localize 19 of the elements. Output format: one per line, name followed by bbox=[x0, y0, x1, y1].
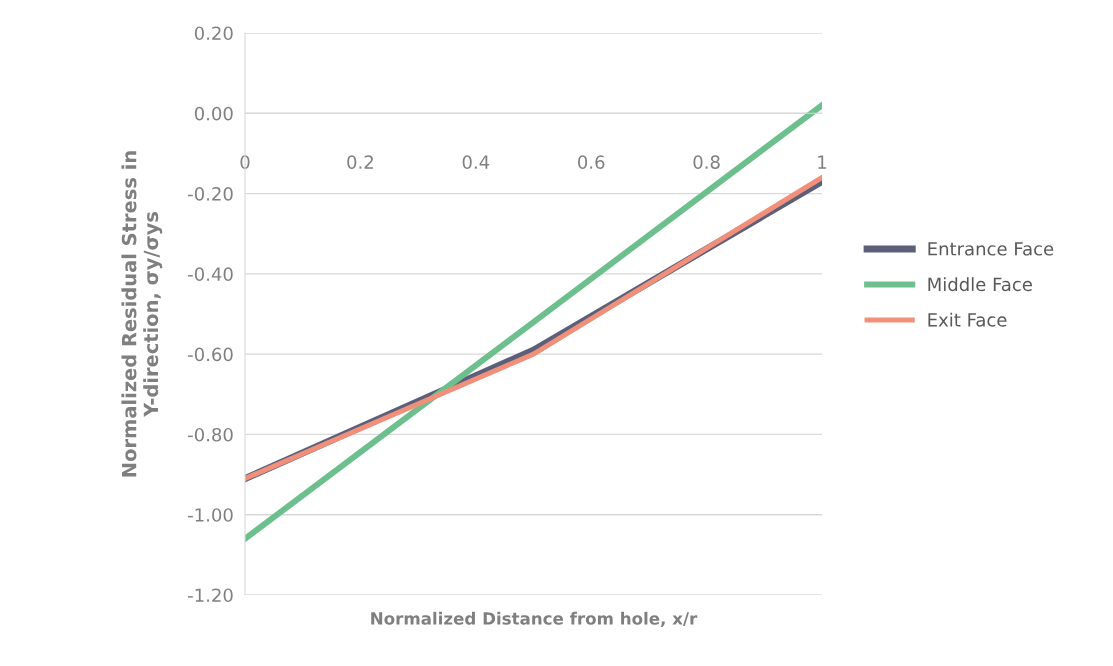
x-tick-label: 0.4 bbox=[462, 155, 490, 169]
y-tick-label: -0.20 bbox=[188, 187, 233, 201]
x-tick-label: 0 bbox=[240, 155, 250, 169]
legend-label: Entrance Face bbox=[928, 242, 1054, 256]
y-tick-label: 0.20 bbox=[194, 26, 233, 41]
legend-label: Exit Face bbox=[928, 312, 1007, 327]
x-tick-label: 0.8 bbox=[693, 155, 720, 169]
y-tick-label: 0.00 bbox=[194, 106, 233, 121]
y-tick-label: -1.20 bbox=[188, 588, 233, 603]
y-tick-label: -0.60 bbox=[188, 347, 233, 362]
x-tick-label: 0.2 bbox=[347, 155, 373, 169]
y-tick-label: -1.00 bbox=[188, 508, 233, 522]
x-tick-label: 1 bbox=[818, 155, 827, 169]
y-axis-title: Normalized Residual Stress in Y-direction, σy/σys bbox=[121, 151, 163, 477]
x-tick-label: 0.6 bbox=[578, 155, 605, 169]
x-axis-title: Normalized Distance from hole, x/r bbox=[371, 611, 698, 627]
y-tick-label: -0.40 bbox=[188, 267, 233, 281]
y-tick-label: -0.80 bbox=[188, 427, 233, 442]
legend-label: Middle Face bbox=[928, 277, 1032, 292]
